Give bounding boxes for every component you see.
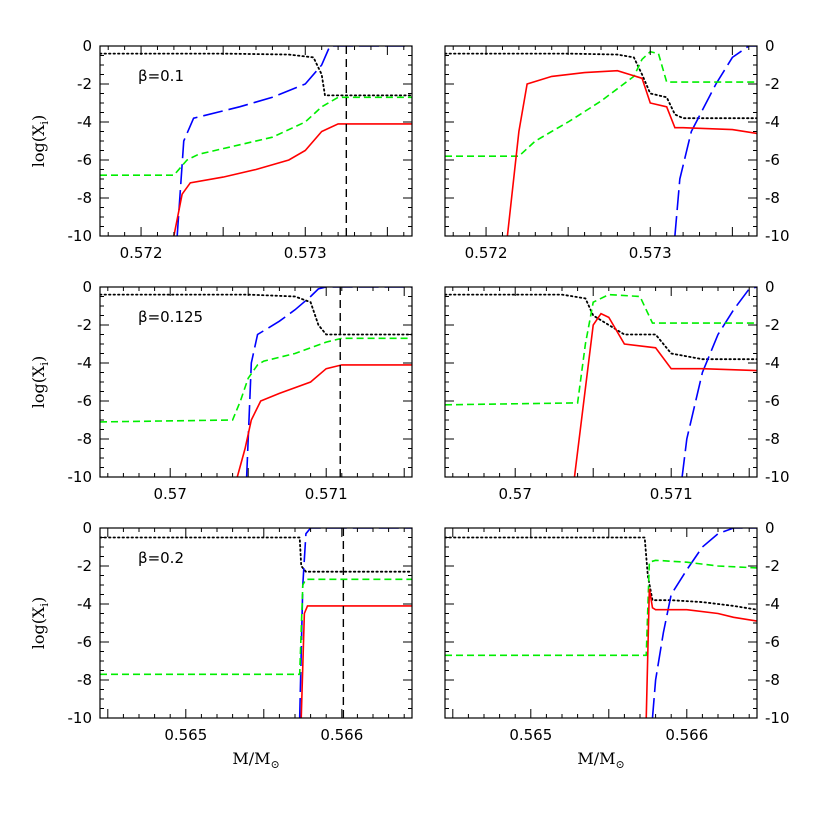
series-line-blue: [651, 528, 757, 718]
y-tick-label: -10: [68, 468, 93, 486]
panel-0: 0.572 0.573 0 -2 -4 -6 -8 -10 β=0.1: [68, 37, 413, 262]
x-tick-label: 0.572: [465, 244, 508, 262]
series-line-green: [100, 578, 412, 676]
panel-5: 0.565 0.566 0 -2 -4 -6 -8 -10: [444, 519, 790, 744]
y-tick-label: -2: [77, 75, 92, 93]
series-line-red: [173, 123, 412, 236]
series-line-red: [300, 605, 412, 718]
y-tick-label: 0: [82, 37, 92, 55]
y-tick-label: -6: [765, 392, 780, 410]
series-line-green: [445, 50, 757, 157]
y-tick-label: -10: [765, 468, 790, 486]
y-tick-label: -6: [765, 151, 780, 169]
y-tick-label: -6: [765, 633, 780, 651]
y-tick-label: -2: [77, 316, 92, 334]
y-tick-label: 0: [765, 278, 775, 296]
y-tick-label: -4: [77, 113, 92, 131]
series-line-red: [506, 69, 757, 236]
y-tick-label: -6: [77, 392, 92, 410]
y-axis-label: log(Xi): [29, 115, 51, 167]
x-tick-label: 0.566: [320, 726, 363, 744]
series-line-black: [100, 52, 412, 97]
y-tick-label: 0: [82, 278, 92, 296]
x-tick-label: 0.573: [284, 244, 327, 262]
x-tick-label: 0.571: [305, 485, 348, 503]
panel-frame: [444, 286, 758, 478]
y-tick-label: -4: [77, 595, 92, 613]
x-tick-label: 0.565: [509, 726, 552, 744]
x-tick-label: 0.565: [164, 726, 207, 744]
y-tick-label: -6: [77, 633, 92, 651]
y-tick-label: -10: [68, 227, 93, 245]
series-line-red: [573, 312, 757, 477]
x-tick-label: 0.571: [650, 485, 693, 503]
y-tick-label: -8: [77, 189, 92, 207]
series-line-black: [445, 52, 757, 120]
panel-frame: [444, 527, 758, 719]
series-group: [100, 528, 412, 718]
y-tick-label: -4: [765, 354, 780, 372]
y-tick-label: -8: [77, 671, 92, 689]
y-tick-label: -10: [68, 709, 93, 727]
panel-frame: [444, 45, 758, 237]
series-group: [445, 287, 757, 477]
panel-2: 0.57 0.571 0 -2 -4 -6 -8 -10 β=0.125: [68, 278, 413, 503]
panel-3: 0.57 0.571 0 -2 -4 -6 -8 -10: [444, 278, 790, 503]
panel-1: 0.572 0.573 0 -2 -4 -6 -8 -10: [444, 37, 790, 262]
series-line-blue: [298, 528, 412, 718]
y-tick-label: -2: [765, 316, 780, 334]
x-tick-label: 0.573: [629, 244, 672, 262]
y-tick-label: -2: [765, 557, 780, 575]
series-line-blue: [674, 46, 757, 236]
y-tick-label: -8: [765, 430, 780, 448]
y-tick-label: -10: [765, 227, 790, 245]
y-tick-label: -2: [77, 557, 92, 575]
beta-annotation: β=0.1: [138, 67, 184, 85]
series-line-blue: [681, 287, 757, 477]
y-tick-label: -4: [765, 113, 780, 131]
series-group: [445, 528, 757, 718]
y-tick-label: -6: [77, 151, 92, 169]
y-tick-label: 0: [765, 519, 775, 537]
series-line-blue: [176, 46, 412, 236]
y-tick-label: -8: [765, 189, 780, 207]
series-group: [445, 46, 757, 236]
y-tick-label: 0: [82, 519, 92, 537]
x-tick-label: 0.572: [120, 244, 163, 262]
x-tick-label: 0.57: [153, 485, 186, 503]
x-tick-label: 0.57: [498, 485, 531, 503]
series-line-green: [445, 293, 757, 406]
y-tick-label: -2: [765, 75, 780, 93]
y-tick-label: -4: [765, 595, 780, 613]
panel-4: 0.565 0.566 0 -2 -4 -6 -8 -10 β=0.2: [68, 519, 413, 744]
series-line-black: [445, 536, 757, 611]
y-tick-label: -10: [765, 709, 790, 727]
y-axis-label: log(Xi): [29, 356, 51, 408]
x-axis-label: M/M⊙: [232, 749, 279, 771]
series-line-red: [236, 364, 412, 477]
x-axis-label: M/M⊙: [577, 749, 624, 771]
series-line-green: [445, 559, 757, 657]
series-line-red: [645, 588, 757, 718]
beta-annotation: β=0.125: [138, 308, 203, 326]
y-tick-label: -8: [765, 671, 780, 689]
beta-annotation: β=0.2: [138, 549, 184, 567]
y-axis-label: log(Xi): [29, 597, 51, 649]
series-line-green: [100, 96, 412, 176]
x-tick-label: 0.566: [665, 726, 708, 744]
y-tick-label: -4: [77, 354, 92, 372]
y-tick-label: 0: [765, 37, 775, 55]
series-group: [100, 46, 412, 236]
series-line-black: [445, 293, 757, 361]
y-tick-label: -8: [77, 430, 92, 448]
series-line-blue: [245, 287, 412, 477]
series-line-black: [100, 536, 412, 573]
